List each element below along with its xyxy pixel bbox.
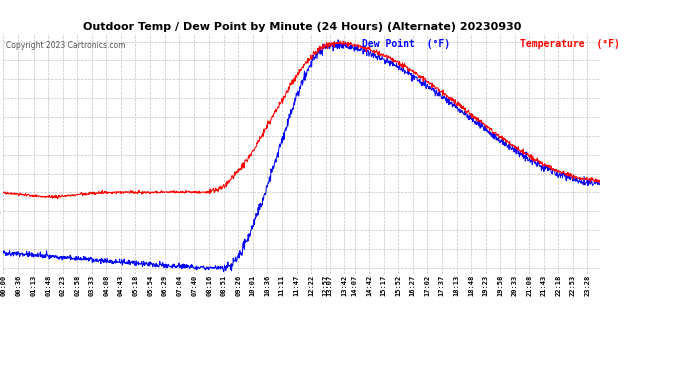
Text: Temperature  (°F): Temperature (°F) xyxy=(520,39,620,48)
Text: Dew Point  (°F): Dew Point (°F) xyxy=(362,39,450,49)
Text: Copyright 2023 Cartronics.com: Copyright 2023 Cartronics.com xyxy=(6,41,126,50)
Title: Outdoor Temp / Dew Point by Minute (24 Hours) (Alternate) 20230930: Outdoor Temp / Dew Point by Minute (24 H… xyxy=(83,22,521,32)
